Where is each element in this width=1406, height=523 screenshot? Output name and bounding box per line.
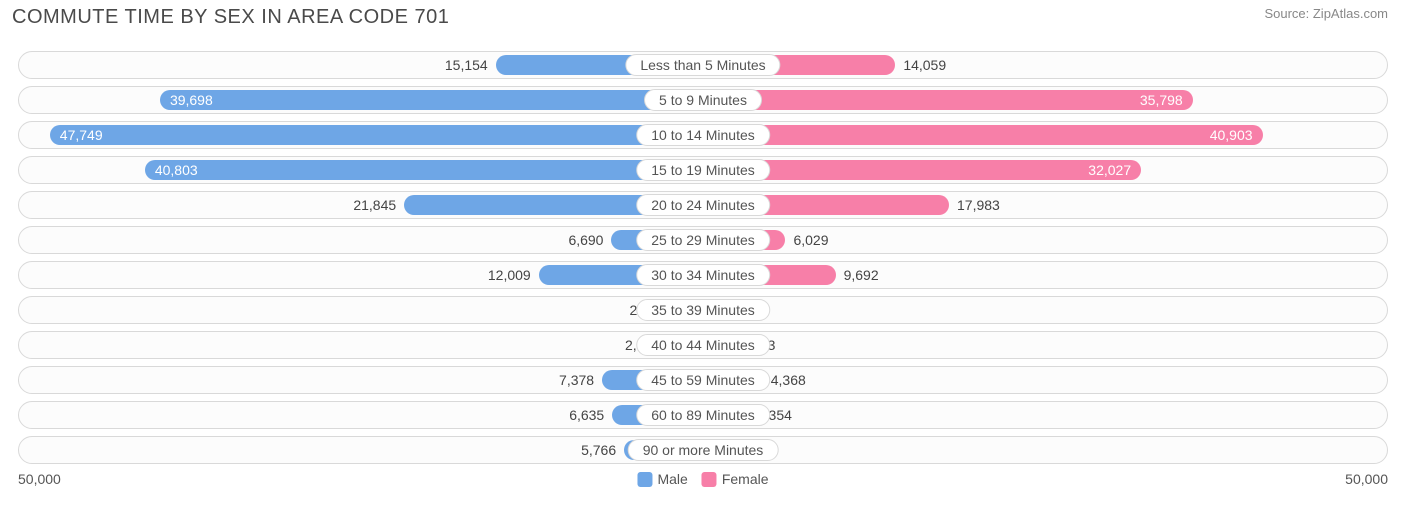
chart-header: COMMUTE TIME BY SEX IN AREA CODE 701 Sou… [0,0,1406,33]
legend-item-female: Female [702,471,769,487]
female-swatch [702,472,717,487]
category-pill: 40 to 44 Minutes [636,334,770,356]
category-pill: 30 to 34 Minutes [636,264,770,286]
chart-area: 15,154 14,059 Less than 5 Minutes 39,69835,… [0,33,1406,493]
legend-label: Male [657,471,687,487]
chart-row: 15,154 14,059 Less than 5 Minutes [18,51,1388,79]
category-pill: 20 to 24 Minutes [636,194,770,216]
male-value-label: 5,766 [544,437,624,463]
chart-row: 6,6353,35460 to 89 Minutes [18,401,1388,429]
female-value-label: 17,983 [949,192,1029,218]
legend-label: Female [722,471,769,487]
chart-source: Source: ZipAtlas.com [1264,6,1388,21]
category-pill: 90 or more Minutes [628,439,779,461]
male-value-label: 15,154 [416,52,496,78]
axis-label-right: 50,000 [1345,471,1388,487]
chart-row: 5,7661,82690 or more Minutes [18,436,1388,464]
female-value-label: 6,029 [785,227,865,253]
chart-row: 7,378 4,36845 to 59 Minutes [18,366,1388,394]
chart-title: COMMUTE TIME BY SEX IN AREA CODE 701 [12,6,449,29]
female-value-label: 14,059 [895,52,975,78]
category-pill: 45 to 59 Minutes [636,369,770,391]
male-value-label: 7,378 [522,367,602,393]
male-value-label: 21,845 [324,192,404,218]
legend: Male Female [637,471,768,487]
female-value-label: 4,368 [763,367,843,393]
female-value-label: 40,903 [703,122,1263,148]
chart-row: 6,690 6,029 25 to 29 Minutes [18,226,1388,254]
male-value-label: 6,635 [532,402,612,428]
chart-row: 2,2271,58635 to 39 Minutes [18,296,1388,324]
male-value-label: 12,009 [459,262,539,288]
category-pill: 5 to 9 Minutes [644,89,762,111]
chart-row: 12,009 9,692 30 to 34 Minutes [18,261,1388,289]
chart-row: 21,845 17,983 20 to 24 Minutes [18,191,1388,219]
chart-row: 2,5602,15340 to 44 Minutes [18,331,1388,359]
male-swatch [637,472,652,487]
category-pill: 25 to 29 Minutes [636,229,770,251]
chart-row: 40,80332,02715 to 19 Minutes [18,156,1388,184]
axis-row: 50,000 50,000 Male Female [18,471,1388,493]
chart-row: 39,69835,7985 to 9 Minutes [18,86,1388,114]
chart-row: 47,74940,90310 to 14 Minutes [18,121,1388,149]
category-pill: 35 to 39 Minutes [636,299,770,321]
male-value-label: 39,698 [160,87,703,113]
category-pill: 10 to 14 Minutes [636,124,770,146]
male-value-label: 47,749 [50,122,703,148]
female-value-label: 35,798 [703,87,1193,113]
axis-label-left: 50,000 [18,471,61,487]
legend-item-male: Male [637,471,687,487]
male-value-label: 6,690 [531,227,611,253]
category-pill: Less than 5 Minutes [625,54,780,76]
category-pill: 60 to 89 Minutes [636,404,770,426]
male-value-label: 40,803 [145,157,703,183]
female-value-label: 9,692 [836,262,916,288]
category-pill: 15 to 19 Minutes [636,159,770,181]
